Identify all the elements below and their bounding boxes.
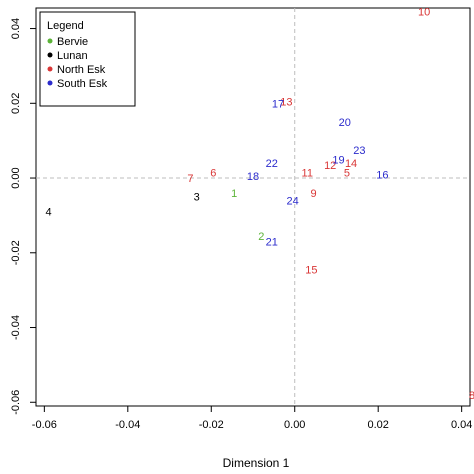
x-tick-label: 0.00 [284,419,305,431]
point-label: 10 [418,7,430,19]
x-axis: -0.06 -0.04 -0.02 0.00 0.02 0.04 [32,406,472,431]
x-tick-label: -0.02 [199,419,224,431]
y-tick-label: -0.06 [10,390,22,415]
point-label: 17 [272,98,284,110]
y-tick-label: 0.00 [10,167,22,188]
legend-box [39,11,136,107]
point-label: 21 [266,237,278,249]
x-tick-label: 0.02 [367,419,388,431]
x-tick-label: 0.04 [451,419,472,431]
point-label: 8 [469,390,474,402]
point-label: 19 [332,154,344,166]
x-axis-label: Dimension 1 [223,456,290,470]
legend-entry: Bervie [57,36,88,48]
point-label: 9 [310,188,316,200]
reference-lines [36,8,470,406]
legend-marker [47,80,53,86]
point-label: 12 [324,160,336,172]
point-label: 22 [266,158,278,170]
point-label: 15 [305,265,317,277]
point-label: 7 [187,173,193,185]
point-label: 13 [280,96,292,108]
y-tick-label: 0.02 [10,93,22,114]
y-tick-label: -0.02 [10,240,22,265]
legend-marker [47,52,53,58]
point-label: 4 [45,207,51,219]
x-tick-label: -0.04 [115,419,140,431]
y-axis: 0.04 0.02 0.00 -0.02 -0.04 -0.06 [10,18,36,415]
y-tick-label: -0.04 [10,315,22,340]
point-label: 14 [345,158,357,170]
legend-entry: Lunan [57,50,88,62]
point-label: 6 [210,167,216,179]
point-label: 23 [353,145,365,157]
legend: Legend Bervie Lunan North Esk South Esk [39,11,136,107]
legend-entry: South Esk [57,78,108,90]
point-label: 3 [194,192,200,204]
legend-title: Legend [47,20,84,32]
point-label: 24 [287,195,299,207]
x-tick-label: -0.06 [32,419,57,431]
legend-marker [47,38,53,44]
legend-entry: North Esk [57,64,106,76]
point-label: 20 [339,117,351,129]
point-label: 2 [258,231,264,243]
point-label: 16 [376,169,388,181]
y-tick-label: 0.04 [10,18,22,39]
legend-marker [47,66,53,72]
point-label: 1 [231,188,237,200]
point-label: 5 [344,167,350,179]
point-label: 11 [302,167,313,179]
point-label: 18 [247,171,259,183]
